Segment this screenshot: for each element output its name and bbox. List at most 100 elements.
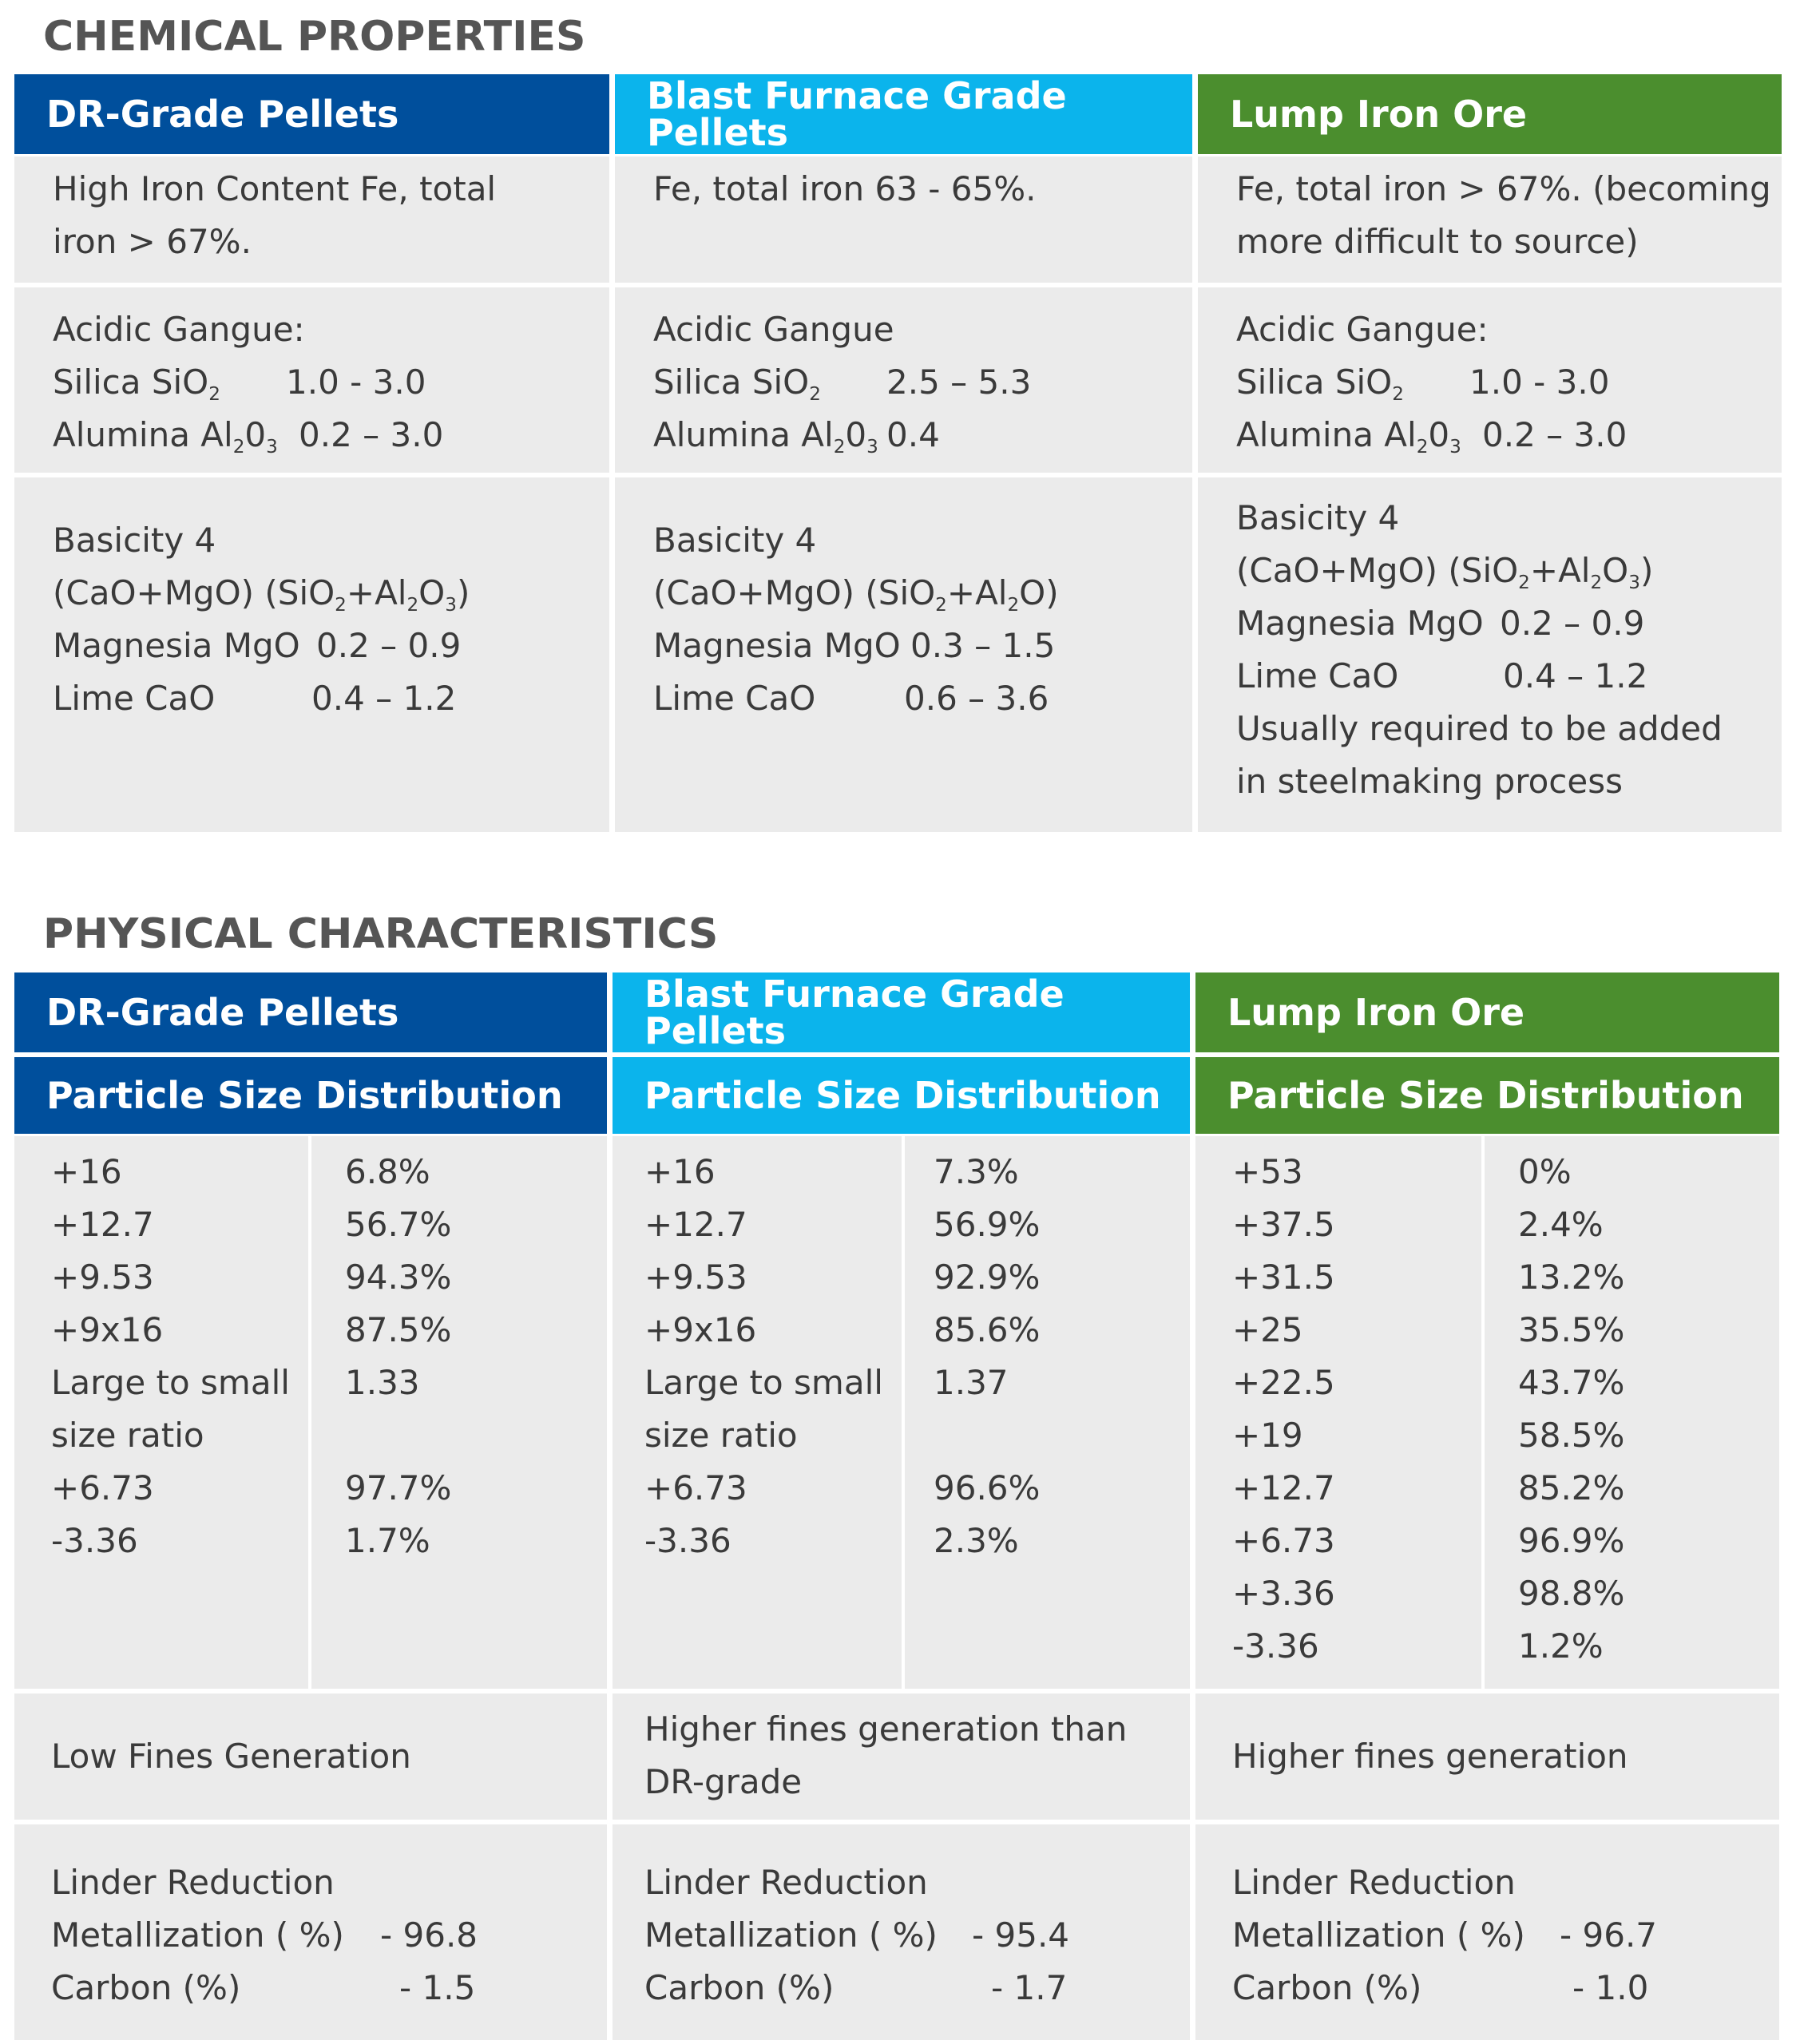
psd-lump-divider	[1481, 1136, 1485, 1689]
gangue-bf-alumina: Alumina Al203 0.4	[653, 415, 940, 458]
basicity-lump-lime: Lime CaO 0.4 – 1.2	[1236, 656, 1648, 695]
fines-lump-line1: Higher fines generation	[1232, 1737, 1628, 1776]
chem-iron-dr-line2: iron > 67%.	[53, 222, 252, 261]
psd-size-label: +25	[1232, 1310, 1303, 1349]
psd-size-value: 2.3%	[934, 1521, 1019, 1560]
psd-size-label: +9.53	[51, 1258, 154, 1297]
chem-gangue-lump: Acidic Gangue: Silica SiO2 1.0 - 3.0 Alum…	[1198, 287, 1782, 473]
gangue-lump-alumina: Alumina Al203 0.2 – 3.0	[1236, 415, 1628, 458]
linder-dr-carbon: Carbon (%) - 1.5	[51, 1968, 476, 2007]
psd-size-value: 1.37	[934, 1363, 1009, 1402]
chem-gangue-dr: Acidic Gangue: Silica SiO2 1.0 - 3.0 Alum…	[14, 287, 609, 473]
psd-bf-divider	[902, 1136, 905, 1689]
psd-size-label: +53	[1232, 1152, 1303, 1191]
physical-characteristics-title: PHYSICAL CHARACTERISTICS	[43, 910, 719, 958]
chem-iron-dr-line1: High Iron Content Fe, total	[53, 169, 497, 208]
fines-lump: Higher fines generation	[1195, 1693, 1779, 1820]
psd-size-label: Large to small	[644, 1363, 883, 1402]
psd-size-value: 96.6%	[934, 1468, 1041, 1507]
linder-dr: Linder Reduction Metallization ( %) - 96.…	[14, 1824, 607, 2040]
chem-header-dr: DR-Grade Pellets	[14, 74, 609, 154]
psd-size-label: +9.53	[644, 1258, 747, 1297]
chem-basicity-dr: Basicity 4 (CaO+MgO) (SiO2+Al2O3) Magnes…	[14, 477, 609, 832]
chem-header-dr-label: DR-Grade Pellets	[46, 93, 399, 136]
basicity-bf-title: Basicity 4	[653, 521, 817, 560]
psd-size-label: +12.7	[644, 1205, 747, 1244]
psd-size-value: 0%	[1518, 1152, 1572, 1191]
psd-size-value: 87.5%	[345, 1310, 452, 1349]
psd-size-value: 92.9%	[934, 1258, 1041, 1297]
psd-size-value: 58.5%	[1518, 1416, 1625, 1455]
chem-header-bf: Blast Furnace Grade Pellets	[615, 74, 1192, 154]
psd-table-bf: +16 +12.7 +9.53 +9x16 Large to small size rat…	[613, 1136, 1190, 1689]
psd-size-label: +16	[644, 1152, 716, 1191]
gangue-lump-title: Acidic Gangue:	[1236, 310, 1489, 349]
psd-size-value: 85.6%	[934, 1310, 1041, 1349]
chem-header-lump: Lump Iron Ore	[1198, 74, 1782, 154]
basicity-dr-lime: Lime CaO 0.4 – 1.2	[53, 679, 457, 718]
gangue-bf-silica: Silica SiO2 2.5 – 5.3	[653, 362, 1032, 406]
linder-lump-carbon: Carbon (%) - 1.0	[1232, 1968, 1649, 2007]
chem-iron-bf-line1: Fe, total iron 63 - 65%.	[653, 169, 1037, 208]
linder-dr-title: Linder Reduction	[51, 1863, 335, 1902]
psd-bf-labels: +16 +12.7 +9.53 +9x16 Large to small size rat…	[644, 1146, 883, 1567]
basicity-bf-formula: (CaO+MgO) (SiO2+Al2O)	[653, 573, 1059, 616]
psd-bf-values: 7.3% 56.9% 92.9% 85.6% 1.37 96.6% 2.3%	[934, 1146, 1040, 1567]
chem-gangue-bf: Acidic Gangue Silica SiO2 2.5 – 5.3 Alumi…	[615, 287, 1192, 473]
psd-size-value: 94.3%	[345, 1258, 452, 1297]
chemical-properties-title: CHEMICAL PROPERTIES	[43, 13, 586, 61]
psd-size-label: -3.36	[644, 1521, 731, 1560]
fines-bf: Higher fines generation than DR-grade	[613, 1693, 1190, 1820]
basicity-dr-magnesia: Magnesia MgO 0.2 – 0.9	[53, 626, 462, 665]
chem-basicity-bf: Basicity 4 (CaO+MgO) (SiO2+Al2O) Magnesi…	[615, 477, 1192, 832]
psd-subheader-lump-label: Particle Size Distribution	[1227, 1074, 1744, 1117]
psd-subheader-dr-label: Particle Size Distribution	[46, 1074, 563, 1117]
chem-header-bf-label: Blast Furnace Grade Pellets	[647, 74, 1067, 154]
psd-size-value: 6.8%	[345, 1152, 430, 1191]
phys-header-lump: Lump Iron Ore	[1195, 972, 1779, 1052]
psd-size-value: 96.9%	[1518, 1521, 1625, 1560]
psd-subheader-bf-label: Particle Size Distribution	[644, 1074, 1161, 1117]
psd-size-label: +9x16	[644, 1310, 757, 1349]
psd-size-label: +9x16	[51, 1310, 164, 1349]
psd-size-label: -3.36	[51, 1521, 138, 1560]
chem-iron-bf: Fe, total iron 63 - 65%.	[615, 156, 1192, 283]
linder-bf: Linder Reduction Metallization ( %) - 95.…	[613, 1824, 1190, 2040]
gangue-bf-title: Acidic Gangue	[653, 310, 894, 349]
psd-size-value	[934, 1409, 1040, 1462]
psd-size-value: 85.2%	[1518, 1468, 1625, 1507]
psd-dr-divider	[308, 1136, 311, 1689]
psd-size-value: 97.7%	[345, 1468, 452, 1507]
psd-size-value: 1.7%	[345, 1521, 430, 1560]
basicity-lump-note-line2: in steelmaking process	[1236, 762, 1624, 801]
chem-basicity-lump: Basicity 4 (CaO+MgO) (SiO2+Al2O3) Magnes…	[1198, 477, 1782, 832]
psd-size-label: +22.5	[1232, 1363, 1335, 1402]
fines-dr: Low Fines Generation	[14, 1693, 607, 1820]
psd-size-value	[345, 1409, 451, 1462]
gangue-dr-alumina: Alumina Al203 0.2 – 3.0	[53, 415, 444, 458]
phys-header-dr-label: DR-Grade Pellets	[46, 991, 399, 1034]
psd-size-value: 1.2%	[1518, 1626, 1604, 1666]
linder-lump-title: Linder Reduction	[1232, 1863, 1516, 1902]
basicity-lump-title: Basicity 4	[1236, 498, 1400, 537]
psd-size-label: +12.7	[1232, 1468, 1335, 1507]
basicity-bf-magnesia: Magnesia MgO 0.3 – 1.5	[653, 626, 1056, 665]
psd-size-label: +3.36	[1232, 1574, 1335, 1613]
psd-size-value: 7.3%	[934, 1152, 1019, 1191]
psd-size-label: +16	[51, 1152, 122, 1191]
basicity-lump-note-line1: Usually required to be added	[1236, 709, 1723, 748]
chem-iron-lump: Fe, total iron > 67%. (becoming more dif…	[1198, 156, 1782, 283]
psd-size-value: 2.4%	[1518, 1205, 1604, 1244]
chem-iron-lump-line1: Fe, total iron > 67%. (becoming	[1236, 169, 1771, 208]
psd-size-value: 56.9%	[934, 1205, 1041, 1244]
psd-size-label: +6.73	[644, 1468, 747, 1507]
phys-header-bf-label: Blast Furnace Grade Pellets	[644, 972, 1065, 1052]
gangue-lump-silica: Silica SiO2 1.0 - 3.0	[1236, 362, 1610, 406]
basicity-dr-title: Basicity 4	[53, 521, 216, 560]
psd-size-label: +37.5	[1232, 1205, 1335, 1244]
psd-dr-labels: +16 +12.7 +9.53 +9x16 Large to small size rat…	[51, 1146, 290, 1567]
chem-header-lump-label: Lump Iron Ore	[1230, 93, 1528, 136]
psd-size-label: size ratio	[51, 1416, 204, 1455]
gangue-dr-silica: Silica SiO2 1.0 - 3.0	[53, 362, 426, 406]
psd-subheader-dr: Particle Size Distribution	[14, 1057, 607, 1134]
